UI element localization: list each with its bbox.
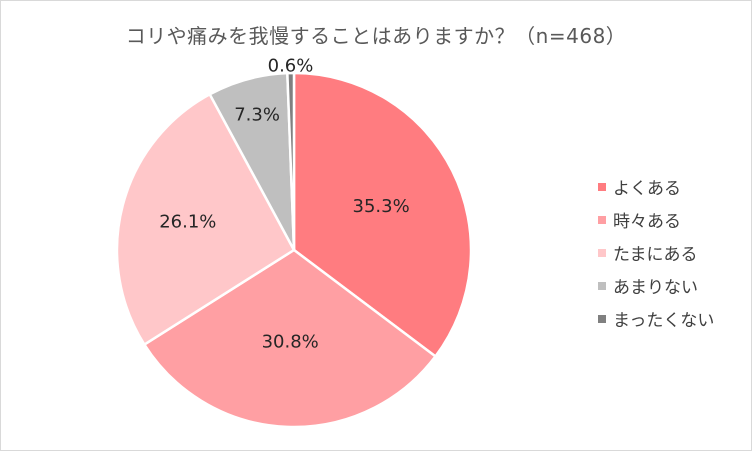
chart-legend: よくある時々あるたまにあるあまりないまったくない <box>598 170 714 335</box>
legend-label: 時々ある <box>613 212 681 232</box>
data-label-2: 30.8% <box>262 332 319 353</box>
pie-slice-1 <box>292 71 473 358</box>
legend-item-5: まったくない <box>598 302 714 335</box>
legend-swatch <box>598 182 606 191</box>
pie-slice-3 <box>115 93 296 346</box>
data-label-5: 0.6% <box>268 56 314 77</box>
legend-label: まったくない <box>613 311 715 331</box>
data-label-4: 7.3% <box>234 105 280 126</box>
pie-slice-2 <box>143 248 437 429</box>
legend-swatch <box>598 248 606 257</box>
pie-slices <box>115 71 473 429</box>
legend-label: たまにある <box>613 245 698 265</box>
legend-swatch <box>598 215 606 224</box>
data-label-1: 35.3% <box>353 196 410 217</box>
data-label-3: 26.1% <box>159 212 216 233</box>
legend-item-1: よくある <box>598 170 714 203</box>
legend-item-3: たまにある <box>598 236 714 269</box>
legend-item-2: 時々ある <box>598 203 714 236</box>
chart-title: コリや痛みを我慢することはありますか？（n=468） <box>125 24 627 48</box>
legend-swatch <box>598 314 606 323</box>
pie-data-labels: 35.3% 30.8% 26.1% 7.3% 0.6% <box>159 56 409 353</box>
pie-slice-5 <box>286 71 296 252</box>
legend-item-4: あまりない <box>598 269 714 302</box>
legend-label: よくある <box>613 179 681 199</box>
legend-label: あまりない <box>613 278 698 298</box>
legend-swatch <box>598 281 606 290</box>
